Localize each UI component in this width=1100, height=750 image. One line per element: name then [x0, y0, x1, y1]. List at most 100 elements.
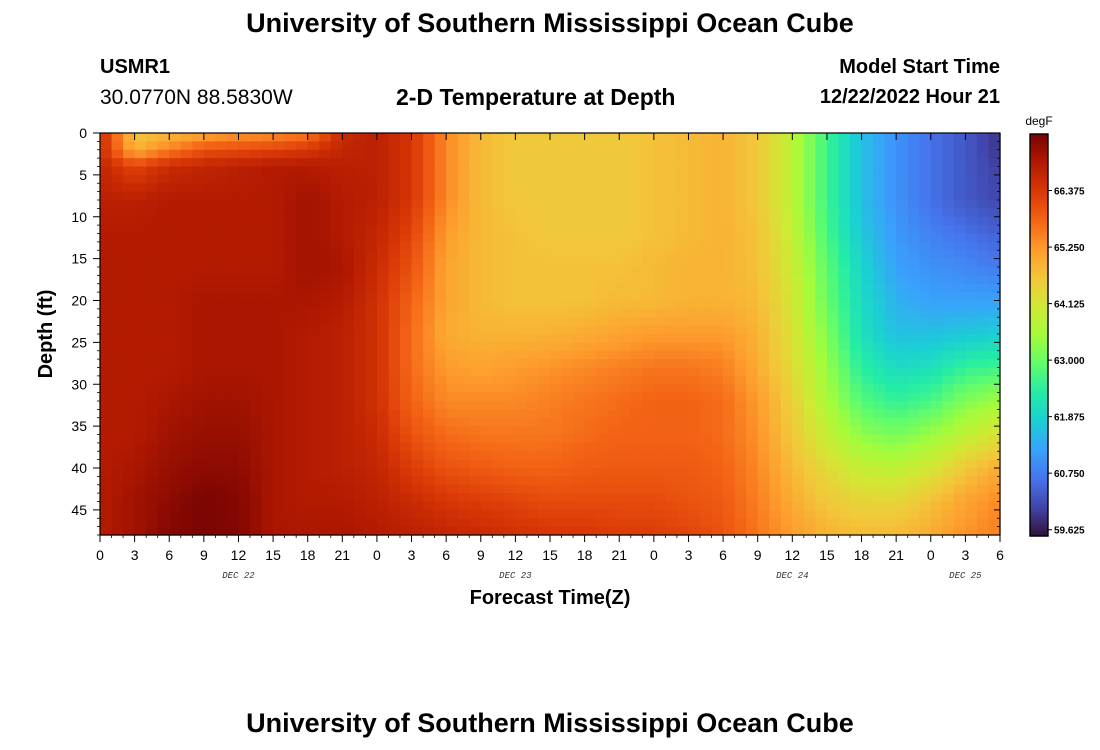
heatmap-cell — [330, 375, 343, 385]
heatmap-cell — [503, 509, 516, 519]
heatmap-cell — [630, 133, 643, 142]
heatmap-cell — [342, 149, 355, 159]
heatmap-cell — [653, 375, 666, 385]
x-tick-label: 15 — [819, 547, 835, 563]
heatmap-cell — [676, 325, 690, 335]
heatmap-cell — [123, 493, 136, 503]
heatmap-cell — [676, 459, 690, 469]
heatmap-cell — [307, 359, 320, 369]
heatmap-cell — [538, 300, 551, 310]
heatmap-cell — [873, 241, 886, 251]
heatmap-cell — [123, 225, 136, 235]
heatmap-cell — [953, 350, 966, 360]
heatmap-cell — [446, 417, 459, 427]
heatmap-cell — [850, 250, 863, 260]
heatmap-cell — [434, 191, 447, 201]
heatmap-cell — [100, 216, 113, 226]
heatmap-cell — [815, 241, 828, 251]
heatmap-cell — [907, 258, 920, 268]
heatmap-cell — [123, 267, 136, 276]
heatmap-cell — [700, 518, 713, 528]
heatmap-cell — [988, 384, 1001, 394]
heatmap-cell — [526, 526, 540, 536]
colorbar-swatch — [1030, 471, 1048, 475]
heatmap-cell — [111, 166, 124, 176]
heatmap-cell — [573, 258, 586, 268]
heatmap-cell — [226, 174, 240, 184]
heatmap-cell — [411, 518, 424, 528]
heatmap-cell — [503, 375, 516, 385]
heatmap-cell — [665, 191, 678, 201]
colorbar-swatch — [1030, 156, 1048, 159]
heatmap-cell — [573, 493, 586, 503]
heatmap-cell — [896, 267, 909, 276]
heatmap-cell — [192, 334, 205, 343]
heatmap-cell — [446, 509, 459, 519]
heatmap-cell — [307, 451, 320, 461]
heatmap-cell — [815, 292, 828, 302]
heatmap-cell — [653, 283, 666, 293]
heatmap-cell — [526, 342, 540, 352]
heatmap-cell — [919, 166, 932, 176]
heatmap-cell — [319, 501, 332, 511]
heatmap-cell — [307, 225, 320, 235]
heatmap-cell — [215, 158, 228, 168]
heatmap-cell — [480, 350, 493, 360]
colorbar-swatch — [1030, 457, 1048, 461]
colorbar-swatch — [1030, 198, 1048, 201]
heatmap-cell — [515, 518, 528, 528]
heatmap-cell — [400, 283, 413, 293]
heatmap-cell — [757, 459, 770, 469]
heatmap-cell — [238, 275, 251, 285]
heatmap-cell — [642, 275, 655, 285]
heatmap-cell — [296, 250, 309, 260]
x-tick-label: 6 — [165, 547, 173, 563]
heatmap-cell — [203, 258, 216, 268]
heatmap-cell — [423, 384, 436, 394]
heatmap-cell — [780, 442, 793, 452]
heatmap-cell — [111, 426, 124, 436]
heatmap-cell — [942, 267, 955, 276]
colorbar-swatch — [1030, 359, 1048, 362]
heatmap-cell — [665, 216, 678, 226]
heatmap-cell — [307, 275, 320, 285]
heatmap-cell — [503, 183, 516, 193]
heatmap-cell — [965, 350, 978, 360]
heatmap-cell — [469, 141, 482, 151]
heatmap-cell — [838, 509, 851, 519]
heatmap-cell — [342, 258, 355, 268]
heatmap-cell — [584, 317, 597, 327]
heatmap-cell — [930, 216, 943, 226]
heatmap-cell — [250, 509, 263, 519]
heatmap-cell — [480, 208, 493, 218]
heatmap-cell — [930, 275, 943, 285]
heatmap-cell — [919, 350, 932, 360]
heatmap-cell — [584, 225, 597, 235]
heatmap-cell — [607, 526, 620, 536]
heatmap-cell — [203, 501, 216, 511]
heatmap-cell — [388, 149, 401, 159]
heatmap-cell — [261, 300, 274, 310]
heatmap-cell — [457, 183, 470, 193]
heatmap-cell — [746, 359, 759, 369]
heatmap-cell — [838, 233, 851, 243]
heatmap-cell — [861, 367, 874, 377]
heatmap-cell — [942, 417, 955, 427]
heatmap-cell — [100, 484, 113, 494]
heatmap-cell — [365, 451, 378, 461]
heatmap-cell — [457, 375, 470, 385]
heatmap-cell — [307, 509, 320, 519]
heatmap-cell — [134, 350, 147, 360]
heatmap-cell — [365, 409, 378, 419]
heatmap-cell — [676, 267, 690, 276]
heatmap-cell — [711, 509, 724, 519]
heatmap-cell — [896, 325, 909, 335]
heatmap-cell — [873, 384, 886, 394]
heatmap-cell — [180, 476, 193, 486]
heatmap-cell — [250, 367, 263, 377]
heatmap-cell — [942, 258, 955, 268]
colorbar-swatch — [1030, 136, 1048, 139]
heatmap-cell — [988, 300, 1001, 310]
heatmap-cell — [526, 334, 540, 343]
heatmap-cell — [238, 509, 251, 519]
